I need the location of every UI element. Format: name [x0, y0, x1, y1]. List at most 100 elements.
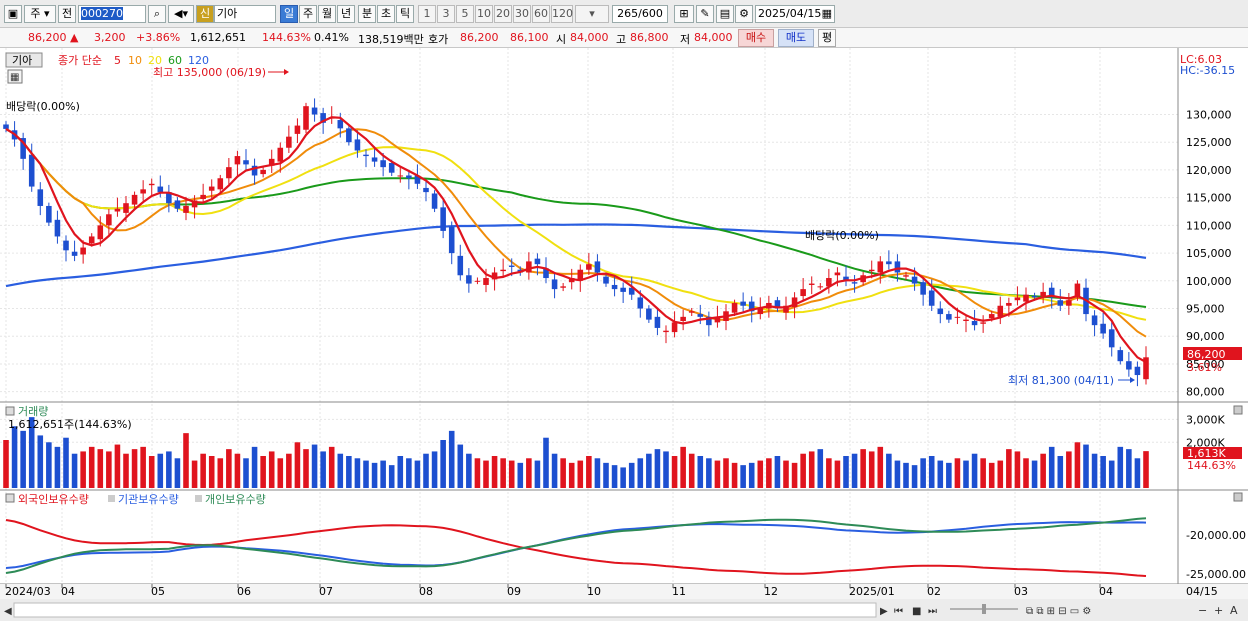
interval-30[interactable]: 30	[513, 5, 531, 23]
volume-bar	[783, 460, 789, 488]
candle-body	[551, 279, 558, 290]
period-day[interactable]: 일	[280, 5, 298, 23]
interval-5[interactable]: 5	[456, 5, 474, 23]
last-volume-box	[1183, 447, 1242, 459]
volume-bar	[868, 451, 875, 488]
volume-bar	[217, 458, 224, 488]
calendar-icon[interactable]: ▦	[821, 7, 832, 20]
volume-bar	[628, 462, 635, 488]
volume-tick-label: 3,000K	[1186, 413, 1225, 426]
volume-bar	[997, 460, 1004, 488]
sound-icon[interactable]: ◀▾	[168, 5, 194, 23]
volume-bar	[268, 451, 275, 488]
volume-bar	[174, 458, 181, 488]
candle-body	[611, 284, 618, 290]
candle-body	[826, 278, 832, 287]
prev-button[interactable]: 전	[58, 5, 76, 23]
stock-chart[interactable]: 기아 종가 단순 5 10 20 60 120 ▦ LC:6.03 HC:-36…	[0, 48, 1248, 621]
period-month[interactable]: 월	[318, 5, 336, 23]
interval-10[interactable]: 10	[475, 5, 493, 23]
sell-button[interactable]: 매도	[778, 29, 814, 47]
candle-body	[457, 255, 464, 276]
volume-bar	[980, 458, 986, 488]
volume-bar	[346, 456, 352, 488]
zoom-slider-handle[interactable]	[982, 604, 986, 614]
forward-icon[interactable]: ⏭	[928, 606, 937, 617]
price-y-axis: 130,000 125,000 120,000 115,000 110,000 105,0…	[1186, 108, 1232, 398]
candle-body	[886, 261, 892, 265]
candle-body	[268, 158, 275, 166]
minus-icon[interactable]: −	[1198, 604, 1207, 617]
candle-body	[234, 156, 241, 165]
text-icon[interactable]: A	[1230, 604, 1238, 617]
legend-sep-icon-2	[195, 495, 202, 502]
stop-icon[interactable]: ■	[912, 606, 921, 617]
candle-body	[174, 200, 181, 209]
candle-body	[243, 160, 249, 165]
grid-settings-icon[interactable]: ⊞	[674, 5, 694, 23]
period-year[interactable]: 년	[337, 5, 355, 23]
holdings-close-icon[interactable]	[1233, 492, 1243, 502]
price-panel[interactable]	[3, 98, 1149, 387]
rewind-icon[interactable]: ⏮	[894, 606, 903, 617]
period-tick[interactable]: 틱	[396, 5, 414, 23]
volume-close-icon[interactable]	[1233, 405, 1243, 415]
interval-120[interactable]: 120	[551, 5, 573, 23]
gear-icon[interactable]: ⚙	[735, 5, 753, 23]
date-field[interactable]: 2025/04/15 ▦	[755, 5, 835, 23]
price-tick-label: 110,000	[1186, 219, 1232, 232]
interval-20[interactable]: 20	[494, 5, 512, 23]
volume-bar	[260, 456, 266, 488]
draw-tool-icon[interactable]: ✎	[696, 5, 714, 23]
price-tick-label: 95,000	[1186, 303, 1225, 316]
tool-icons[interactable]: ⧉ ⧉ ⊞ ⊟ ▭ ⚙	[1026, 606, 1091, 617]
price-tick-label: 100,000	[1186, 275, 1232, 288]
interval-1[interactable]: 1	[418, 5, 436, 23]
candle-body	[200, 194, 206, 200]
x-tick-label: 05	[151, 585, 165, 598]
volume-bar	[371, 462, 378, 488]
plus-icon[interactable]: +	[1214, 604, 1223, 617]
play-icon[interactable]: ▶	[880, 606, 888, 617]
chart-options-icon[interactable]	[7, 69, 23, 84]
market-type-select[interactable]: 주 ▾	[24, 5, 56, 23]
stock-name-field[interactable]: 기아	[214, 5, 276, 23]
volume-bar	[688, 453, 695, 488]
candle-body	[183, 205, 189, 213]
evaluate-button[interactable]: 평	[818, 29, 836, 47]
window-menu-icon[interactable]: ▣	[4, 5, 22, 23]
save-icon[interactable]: ▤	[716, 5, 734, 23]
count-field[interactable]: 265/600	[612, 5, 668, 23]
holdings-panel[interactable]	[5, 517, 1147, 577]
volume-panel[interactable]	[0, 417, 1178, 488]
candle-body	[911, 276, 918, 284]
volume-bar	[731, 462, 738, 488]
volume-bar	[800, 453, 806, 488]
interval-60[interactable]: 60	[532, 5, 550, 23]
change-pct: +3.86%	[136, 31, 181, 44]
scroll-left-icon[interactable]: ◀	[4, 606, 12, 617]
search-icon[interactable]: ⌕	[148, 5, 166, 23]
period-minute[interactable]: 분	[358, 5, 376, 23]
holdings-panel-icon[interactable]	[5, 493, 15, 503]
horizontal-scrollbar[interactable]	[13, 602, 877, 618]
interval-dropdown[interactable]: ▾	[575, 5, 609, 23]
interval-3[interactable]: 3	[437, 5, 455, 23]
toolbar: ▣ 주 ▾ 전 000270 ⌕ ◀▾ 신 기아 일 주 월 년 분 초 틱 1…	[0, 0, 1248, 28]
candle-body	[997, 305, 1004, 317]
volume-bar	[363, 460, 369, 488]
period-week[interactable]: 주	[299, 5, 317, 23]
candle-body	[423, 187, 429, 193]
volume-bar	[20, 430, 26, 488]
legend-ma5: 5	[114, 54, 121, 67]
buy-button[interactable]: 매수	[738, 29, 774, 47]
candle-body	[371, 157, 378, 162]
candle-body	[380, 160, 386, 168]
ma120-line	[5, 223, 1147, 288]
stock-code-input[interactable]: 000270	[78, 5, 146, 23]
volume-panel-icon[interactable]	[5, 406, 15, 416]
volume-bar	[611, 465, 618, 488]
period-second[interactable]: 초	[377, 5, 395, 23]
candle-body	[628, 287, 635, 295]
candle-body	[1006, 302, 1012, 306]
